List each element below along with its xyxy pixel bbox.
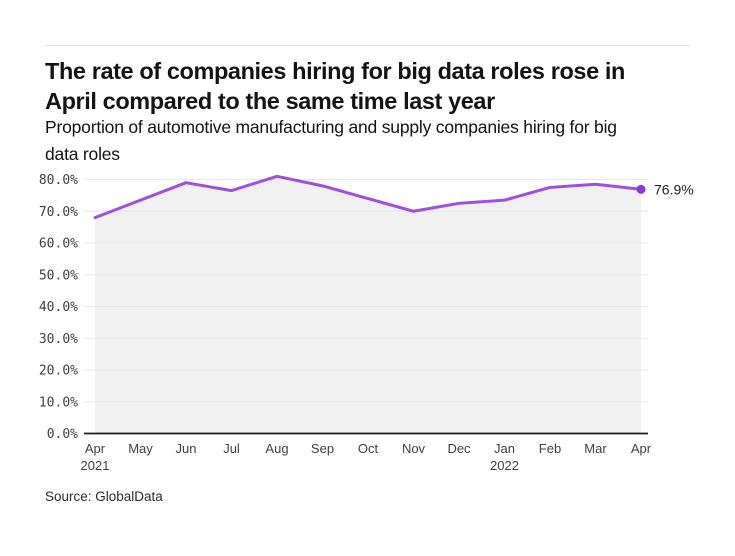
end-value-label: 76.9%: [654, 181, 694, 197]
x-tick-label: Jan: [494, 441, 515, 456]
x-tick-year-label: 2021: [81, 458, 110, 473]
x-tick-label: May: [128, 441, 153, 456]
x-tick-label: Apr: [631, 441, 652, 456]
source-text: Source: GlobalData: [45, 489, 163, 504]
page-title: The rate of companies hiring for big dat…: [45, 58, 625, 114]
x-tick-label: Dec: [447, 441, 471, 456]
x-tick-year-label: 2022: [490, 458, 519, 473]
x-tick-label: Feb: [539, 441, 561, 456]
y-tick-label: 60.0%: [39, 237, 78, 252]
area-fill: [95, 176, 641, 434]
y-tick-label: 30.0%: [39, 332, 78, 347]
x-tick-label: Jul: [223, 441, 240, 456]
x-tick-label: Nov: [402, 441, 426, 456]
x-tick-label: Mar: [584, 441, 607, 456]
y-tick-label: 10.0%: [39, 395, 78, 410]
header-divider: [45, 45, 690, 46]
y-tick-label: 50.0%: [39, 268, 78, 283]
y-tick-label: 40.0%: [39, 300, 78, 315]
y-tick-label: 0.0%: [47, 427, 78, 442]
end-point-marker: [636, 184, 646, 194]
y-tick-label: 20.0%: [39, 364, 78, 379]
page-subtitle: Proportion of automotive manufacturing a…: [45, 117, 617, 164]
y-tick-label: 70.0%: [39, 205, 78, 220]
x-tick-label: Jun: [176, 441, 197, 456]
x-tick-label: Oct: [358, 441, 379, 456]
x-tick-label: Sep: [311, 441, 334, 456]
data-line: [93, 174, 643, 220]
y-tick-label: 80.0%: [39, 173, 78, 188]
x-tick-label: Aug: [265, 441, 288, 456]
x-tick-label: Apr: [85, 441, 106, 456]
